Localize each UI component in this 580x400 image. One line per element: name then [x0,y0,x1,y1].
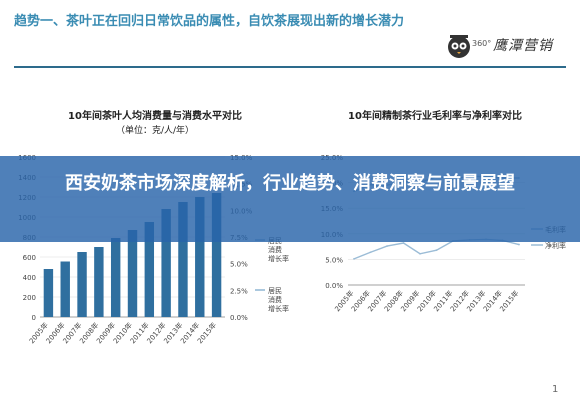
data-point [402,242,405,244]
owl-mascot-icon [448,35,470,58]
y-right-tick-label: 5.0% [230,261,248,269]
slide-headline: 趋势一、茶叶正在回归日常饮品的属性，自饮茶展现出新的增长潜力 [14,14,405,29]
bar [110,238,121,317]
page-number: 1 [552,384,559,395]
y-tick-label: 0 [32,314,36,322]
legend-label: 消费 [268,245,282,254]
bar [161,209,171,317]
consumption-bar-chart: 10年间茶叶人均消费量与消费水平对比 （单位：克/人/年） 0 200 400 600… [18,109,289,345]
bar [127,230,138,317]
data-point [369,251,372,254]
data-point [518,243,520,246]
bar [211,193,222,317]
y-tick-label: 200 [23,294,36,302]
bar [60,261,70,317]
y-tick-label: 0.0% [325,282,343,290]
logo-brand: 鹰潭营销 [493,38,553,54]
chart2-title: 10年间精制茶行业毛利率与净利率对比 [348,109,522,122]
y-tick-label: 600 [23,254,36,262]
bar [144,222,155,317]
legend-label: 居民 [268,287,282,295]
logo-tag: 360° [472,39,492,48]
y-right-tick-label: 2.5% [230,287,248,295]
y-tick-label: 400 [23,274,36,282]
bar [178,202,188,317]
title-banner [0,156,580,242]
data-point [353,257,355,260]
data-point [435,249,438,252]
bar [77,252,87,317]
legend-label: 增长率 [268,304,289,313]
bar [94,247,104,317]
header-divider [14,66,566,68]
legend-label: 消费 [268,295,282,304]
banner-title: 西安奶茶市场深度解析，行业趋势、消费洞察与前景展望 [65,173,515,194]
bar [43,269,54,317]
bar [195,197,205,317]
y-tick-label: 5.0% [325,256,343,264]
legend-label: 增长率 [268,254,289,263]
chart1-title: 10年间茶叶人均消费量与消费水平对比 [68,109,242,122]
data-point [386,245,388,247]
net-margin-line [353,238,520,260]
legend-label: 净利率 [545,241,566,250]
y-right-tick-label: 0.0% [230,314,248,322]
data-point [419,252,421,255]
chart1-subtitle: （单位：克/人/年） [116,124,194,136]
